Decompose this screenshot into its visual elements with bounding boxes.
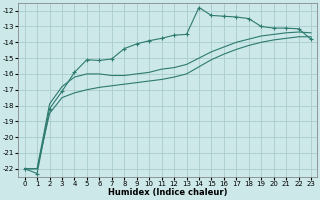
X-axis label: Humidex (Indice chaleur): Humidex (Indice chaleur): [108, 188, 228, 197]
